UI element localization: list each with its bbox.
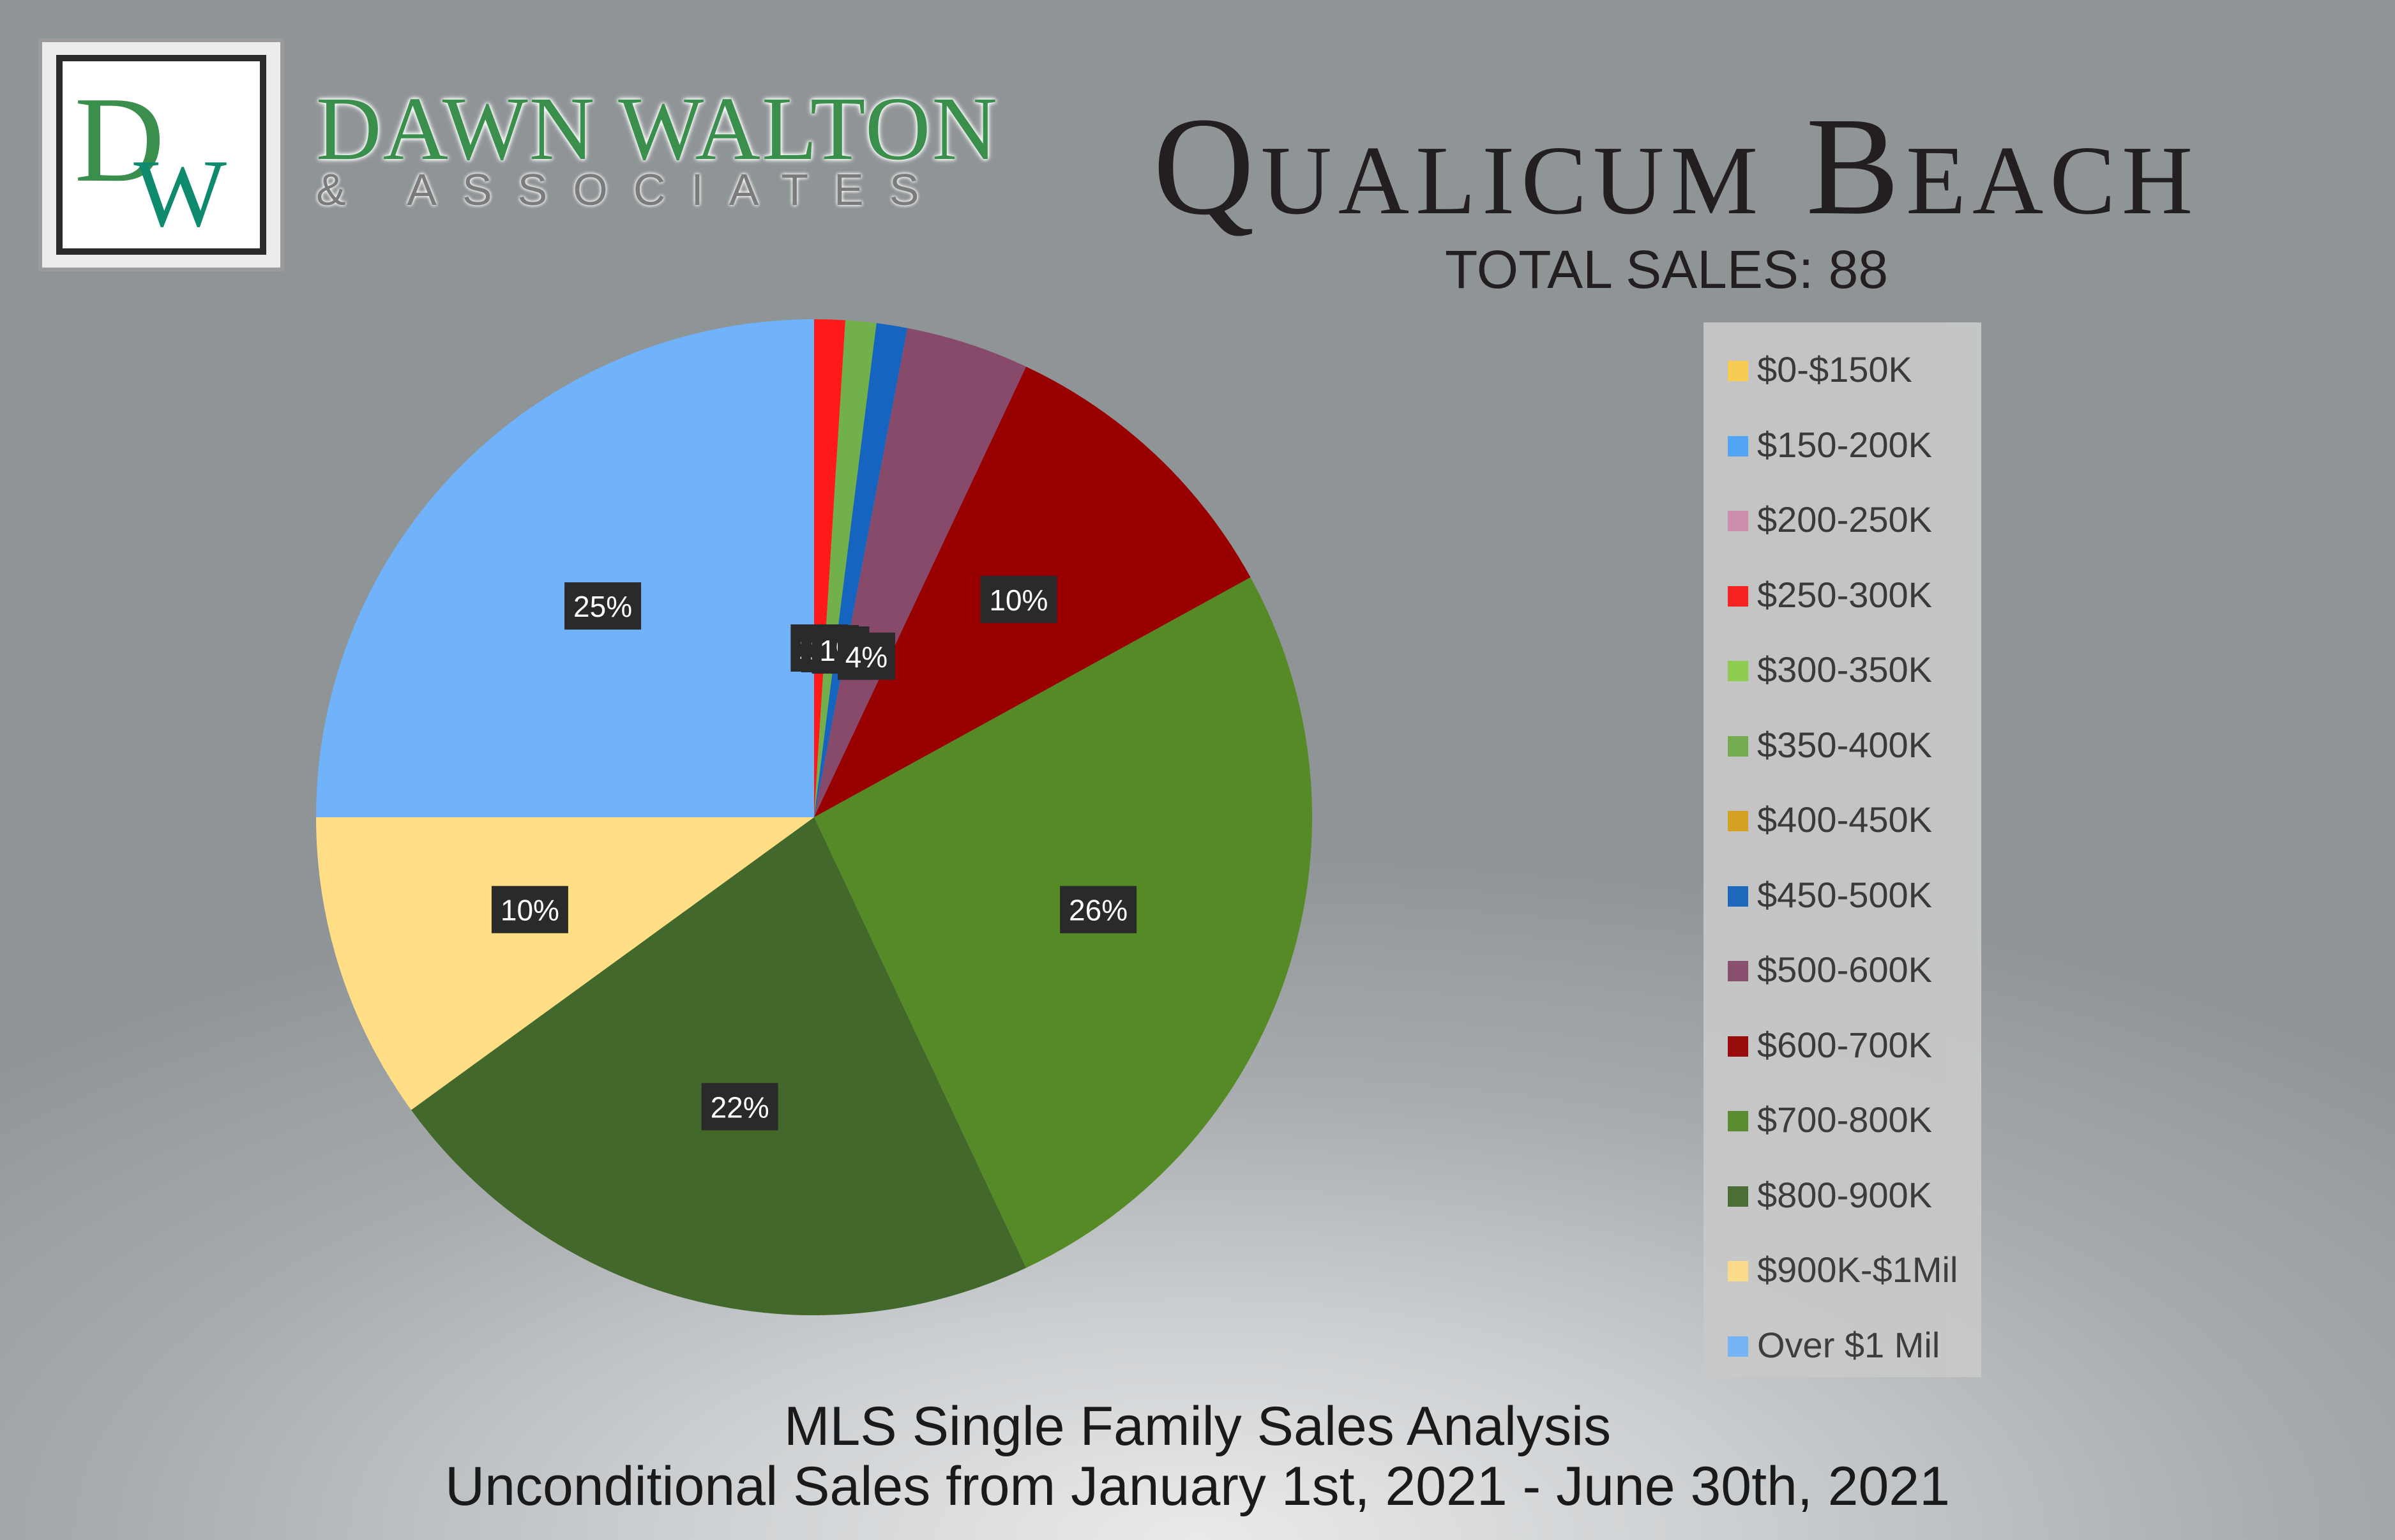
legend-swatch (1728, 361, 1748, 381)
data-label-text: 25% (573, 590, 632, 623)
legend-item: $450-500K (1704, 861, 1981, 925)
legend-label: $0-$150K (1757, 349, 1912, 389)
data-label--700-800k: 26% (1060, 886, 1137, 933)
legend-label: $700-800K (1757, 1099, 1933, 1140)
pie-slice--450-500k (814, 323, 908, 818)
data-label-text: 4% (845, 640, 888, 674)
data-label-box (564, 582, 642, 630)
data-label-box (980, 575, 1057, 623)
data-label-over-1-mil: 25% (564, 582, 642, 630)
pie-chart: 1%1%1%4%10%26%22%10%25% (316, 319, 1312, 1315)
chart-legend: $0-$150K $150-200K $200-250K $250-300K $300-… (1704, 322, 1981, 1377)
logo-monogram: D W (75, 72, 227, 248)
data-label--900k-1mil: 10% (491, 886, 568, 933)
legend-label: $350-400K (1757, 724, 1933, 765)
legend-swatch (1728, 961, 1748, 981)
data-label-text: 10% (501, 894, 559, 927)
footer-subtitle: Unconditional Sales from January 1st, 20… (445, 1456, 1950, 1517)
legend-label: $800-900K (1757, 1174, 1933, 1215)
legend-swatch (1728, 886, 1748, 907)
legend-item: $600-700K (1704, 1011, 1981, 1075)
page-title: Qualicum Beach (1152, 88, 2200, 244)
legend-label: $600-700K (1757, 1024, 1933, 1065)
legend-item: $500-600K (1704, 935, 1981, 999)
legend-item: $300-350K (1704, 635, 1981, 699)
data-label-box (491, 886, 568, 933)
logo-monogram-w: W (133, 140, 227, 247)
legend-label: $400-450K (1757, 799, 1933, 840)
legend-swatch (1728, 1336, 1748, 1357)
legend-swatch (1728, 1261, 1748, 1281)
legend-swatch (1728, 1111, 1748, 1131)
legend-label: Over $1 Mil (1757, 1324, 1940, 1365)
legend-swatch (1728, 511, 1748, 531)
footer-title: MLS Single Family Sales Analysis (783, 1396, 1612, 1457)
pie-slice--250-300k (814, 319, 845, 817)
legend-item: $400-450K (1704, 785, 1981, 849)
legend-item: $0-$150K (1704, 335, 1981, 399)
data-label--800-900k: 22% (701, 1083, 778, 1131)
logo-frame: D W (38, 38, 284, 271)
legend-label: $200-250K (1757, 499, 1933, 540)
data-label-text: 22% (711, 1091, 769, 1124)
legend-item: $250-300K (1704, 561, 1981, 624)
legend-item: Over $1 Mil (1704, 1311, 1981, 1375)
legend-swatch (1728, 1186, 1748, 1207)
brand-subtitle: & ASSOCIATES (316, 165, 945, 215)
logo-monogram-panel: D W (56, 55, 266, 255)
pie-slice--350-400k (814, 320, 877, 817)
legend-swatch (1728, 736, 1748, 757)
legend-label: $150-200K (1757, 424, 1933, 465)
pie-slice-over-1-mil (316, 319, 814, 817)
legend-swatch (1728, 1036, 1748, 1057)
brand-name: DAWN WALTON (316, 78, 999, 179)
pie-slice--500-600k (814, 328, 1027, 817)
legend-swatch (1728, 811, 1748, 831)
legend-item: $700-800K (1704, 1085, 1981, 1149)
pie-slice--800-900k (411, 817, 1027, 1315)
data-label-box (1060, 886, 1137, 933)
pie-slice--900k-1mil (316, 817, 814, 1110)
legend-label: $900K-$1Mil (1757, 1249, 1958, 1290)
legend-swatch (1728, 661, 1748, 681)
data-label--500-600k: 4% (837, 632, 895, 680)
data-label-text: 26% (1069, 894, 1128, 927)
data-label-text: 10% (989, 584, 1048, 617)
legend-swatch (1728, 585, 1748, 607)
data-label-box (837, 632, 895, 680)
legend-label: $250-300K (1757, 574, 1933, 615)
legend-item: $150-200K (1704, 411, 1981, 474)
total-sales: TOTAL SALES: 88 (1444, 239, 1889, 299)
legend-swatch (1728, 435, 1748, 457)
logo-monogram-d: D (75, 72, 165, 208)
legend-label: $500-600K (1757, 949, 1933, 990)
data-label-box (701, 1083, 778, 1131)
legend-label: $450-500K (1757, 874, 1933, 915)
legend-item: $800-900K (1704, 1161, 1981, 1225)
data-label--600-700k: 10% (980, 575, 1057, 623)
legend-item: $200-250K (1704, 485, 1981, 549)
legend-label: $300-350K (1757, 649, 1933, 690)
legend-item: $900K-$1Mil (1704, 1235, 1981, 1299)
legend-item: $350-400K (1704, 711, 1981, 774)
